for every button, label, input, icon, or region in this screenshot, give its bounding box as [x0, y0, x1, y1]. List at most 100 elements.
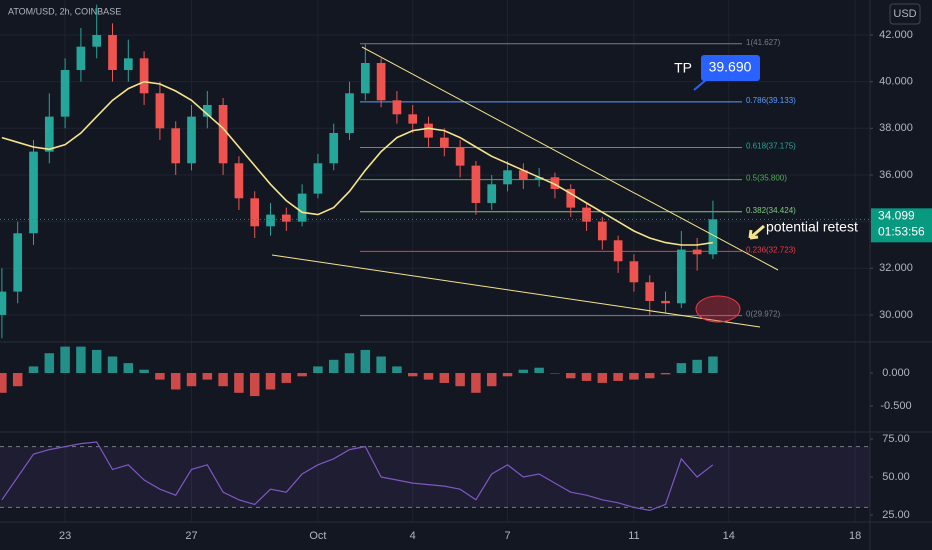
histogram-bar [107, 356, 118, 374]
candle-body [376, 62, 386, 101]
x-tick-label: Oct [309, 530, 326, 542]
candle-body [297, 193, 307, 222]
candle-body [234, 163, 244, 199]
y-tick-label: 75.00 [882, 433, 910, 445]
candle-body [392, 100, 402, 115]
x-tick-label: 7 [504, 530, 510, 542]
histogram-bar [123, 363, 134, 374]
histogram-bar [676, 363, 687, 374]
histogram-bar [297, 373, 307, 377]
histogram-bar [644, 373, 655, 379]
histogram-bar [170, 373, 181, 390]
candle-body [629, 261, 639, 283]
candle-body [503, 170, 512, 185]
histogram-bar [581, 373, 592, 381]
histogram-bar [518, 369, 529, 374]
candle-body [550, 177, 560, 189]
candle-body [92, 34, 102, 47]
candle-body [613, 240, 623, 262]
y-tick-label: 42.000 [879, 29, 913, 41]
candle-body [155, 93, 165, 129]
histogram-bar [392, 366, 402, 374]
fib-label: 0.236(32.723) [746, 246, 796, 255]
wedge-lower [271, 254, 761, 328]
candle-body [202, 104, 212, 117]
histogram-bar [0, 373, 7, 393]
grid-layer [0, 0, 870, 522]
histogram-bar [455, 373, 465, 387]
candle-body [313, 163, 323, 194]
histogram-bar [360, 349, 371, 374]
histogram-bar [91, 349, 102, 374]
histogram-bar [328, 359, 339, 374]
y-tick-label: 0.000 [882, 367, 910, 379]
candle-body [534, 177, 544, 180]
candle-body [708, 219, 718, 255]
y-tick-label: 25.00 [882, 509, 910, 521]
histogram-bar [44, 353, 55, 374]
candle-body [645, 282, 655, 301]
histogram-bar [502, 373, 513, 377]
histogram-bar [12, 373, 23, 387]
histogram-bar [265, 373, 276, 390]
histogram-bar [344, 353, 355, 374]
histogram-bar [439, 373, 450, 383]
histogram-bar [139, 369, 149, 374]
histogram-bar [218, 373, 228, 387]
last-price-tag [871, 208, 932, 243]
candle-body [44, 116, 54, 152]
histogram-bar [60, 346, 70, 374]
y-tick-label: 38.000 [879, 122, 913, 134]
candle-body [692, 249, 702, 255]
histogram-bar [28, 366, 39, 374]
last-price-label: 34.099 [878, 208, 915, 222]
y-tick-label: 32.000 [879, 262, 913, 274]
histogram-bar [313, 366, 323, 374]
candle-body [329, 132, 339, 164]
histogram-bar [708, 356, 718, 374]
x-tick-label: 27 [185, 530, 197, 542]
histogram-bar [155, 373, 165, 380]
x-tick-label: 18 [849, 530, 861, 542]
candle-body [424, 123, 433, 138]
currency: USD [893, 8, 916, 20]
histogram-bar [249, 373, 260, 397]
histogram-bar [565, 373, 576, 379]
candle-body [123, 58, 133, 70]
candle-body [139, 58, 149, 94]
candle-body [0, 291, 7, 315]
histogram-bar [281, 373, 292, 383]
fib-label: 0.5(35.800) [746, 174, 787, 183]
candle-body [471, 165, 481, 203]
tp-pointer [693, 79, 707, 91]
moving-average [1, 80, 714, 246]
tp-value: 39.690 [709, 59, 752, 75]
y-tick-label: 50.00 [882, 471, 910, 483]
x-tick-label: 11 [628, 530, 639, 542]
histogram-bar [234, 373, 244, 393]
x-tick-label: 23 [59, 530, 71, 542]
histogram-bar [471, 373, 481, 393]
candle-body [676, 249, 686, 304]
histogram-bar [613, 373, 623, 381]
histogram-bar [597, 373, 608, 383]
fib-label: 0.382(34.424) [746, 206, 796, 215]
tp-label: TP [674, 60, 692, 76]
candle-body [661, 300, 670, 304]
fib-label: 0(29.972) [746, 310, 781, 319]
histogram-bar [376, 356, 386, 374]
histogram-bar [407, 373, 418, 377]
candle-body [455, 146, 465, 166]
histogram-bar [486, 373, 497, 387]
countdown: 01:53:56 [878, 224, 925, 238]
candle-body [76, 46, 86, 70]
symbol-title: ATOM/USD, 2h, COINBASE [8, 6, 121, 16]
histogram-bar [423, 373, 434, 380]
candle-body [518, 170, 528, 180]
histogram-bar [202, 373, 213, 380]
candle-body [487, 184, 497, 203]
x-tick-label: 4 [410, 530, 416, 542]
x-tick-label: 14 [723, 530, 735, 542]
